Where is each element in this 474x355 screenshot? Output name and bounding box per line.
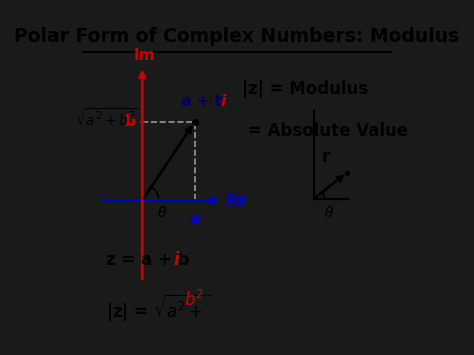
- Text: z = a + b: z = a + b: [106, 251, 190, 269]
- Text: $b^2$: $b^2$: [184, 290, 204, 310]
- Text: r: r: [322, 148, 330, 166]
- Text: a + b: a + b: [182, 94, 226, 109]
- Text: = Absolute Value: = Absolute Value: [248, 122, 409, 140]
- Text: i: i: [221, 94, 226, 109]
- Text: Im: Im: [133, 48, 155, 63]
- Text: $\theta$: $\theta$: [324, 204, 335, 220]
- Text: i: i: [173, 251, 179, 269]
- Text: Re: Re: [226, 193, 248, 208]
- Text: |z| = Modulus: |z| = Modulus: [242, 80, 368, 98]
- Text: a: a: [189, 212, 200, 227]
- Text: Polar Form of Complex Numbers: Modulus: Polar Form of Complex Numbers: Modulus: [14, 27, 460, 46]
- Text: |z| = $\sqrt{a^2+}$: |z| = $\sqrt{a^2+}$: [106, 292, 210, 323]
- Text: b: b: [125, 114, 136, 130]
- Text: $\sqrt{a^2+b^2}$: $\sqrt{a^2+b^2}$: [75, 108, 139, 129]
- Text: $\theta$: $\theta$: [157, 205, 168, 220]
